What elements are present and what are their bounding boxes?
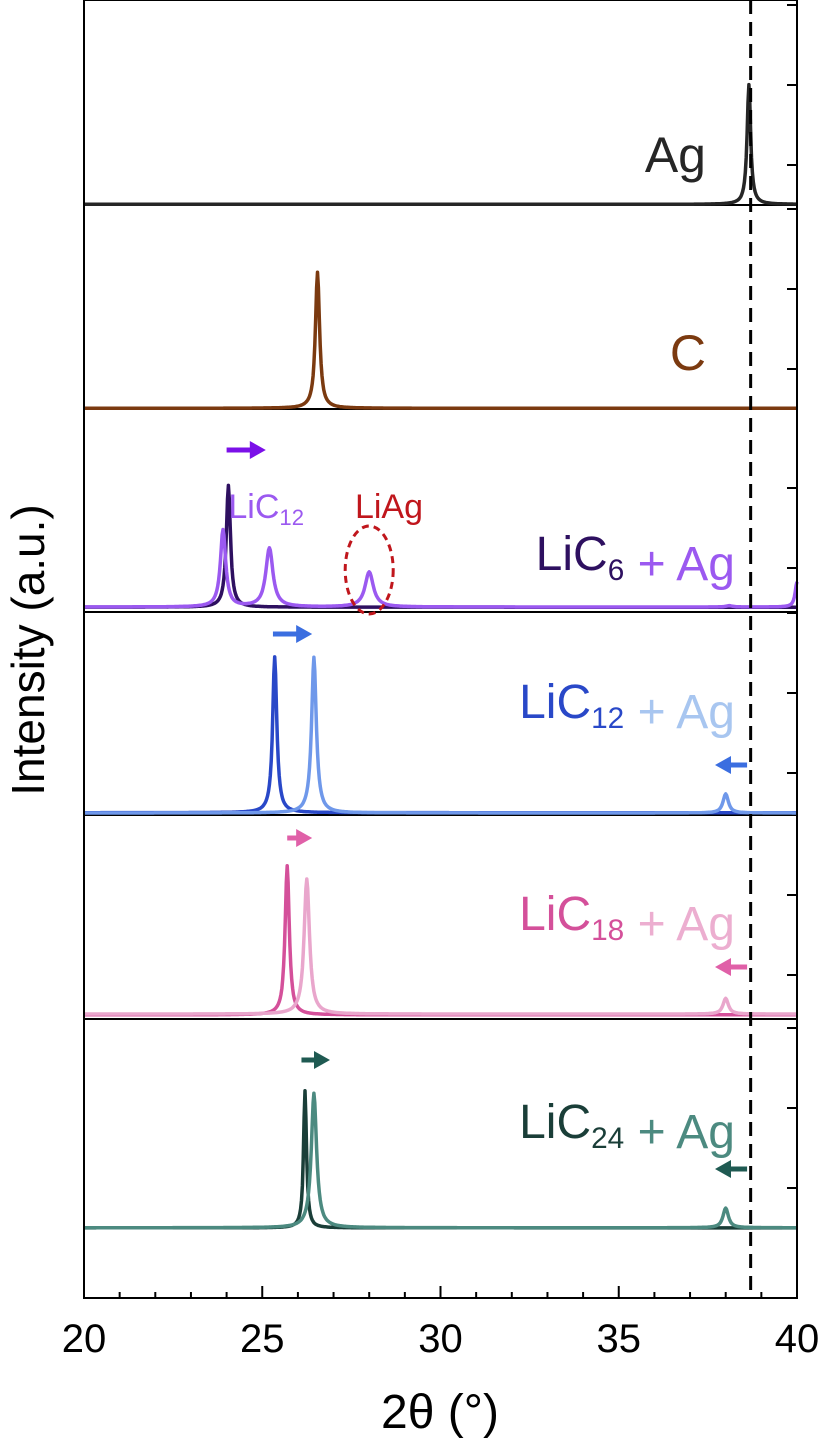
panel-label-subscript: 24 <box>591 1122 624 1155</box>
x-tick-label: 30 <box>418 1317 463 1361</box>
annotation-lic: LiC12 <box>228 488 304 530</box>
panel-label-lic12: LiC12 + Ag <box>519 676 735 739</box>
panel-label-part: LiC <box>536 528 608 581</box>
annotation-liag: LiAg <box>355 488 423 526</box>
panel-label-lic6: LiC6 + Ag <box>536 528 735 591</box>
x-tick-label: 40 <box>775 1317 820 1361</box>
shift-arrow-right-head <box>313 1051 330 1069</box>
x-tick-label: 20 <box>62 1317 107 1361</box>
series-lic12-1 <box>83 655 798 815</box>
panel-lic12: LiC12 + Ag <box>83 625 798 815</box>
panel-label-part: + Ag <box>624 898 735 951</box>
x-tick-label: 25 <box>240 1317 285 1361</box>
panel-label-part: LiC <box>519 1096 591 1149</box>
panel-label-part: + Ag <box>624 1106 735 1159</box>
panel-label-lic18: LiC18 + Ag <box>519 888 735 951</box>
annotation-subscript: 12 <box>279 505 304 530</box>
shift-arrow-right-head <box>296 829 313 847</box>
panel-label-part: + Ag <box>624 538 735 591</box>
panel-label-part: + Ag <box>624 686 735 739</box>
series-ag-0 <box>83 82 798 207</box>
panel-label-part: LiC <box>519 888 591 941</box>
panel-label-subscript: 6 <box>608 554 625 587</box>
annotation-text: LiAg <box>355 488 423 526</box>
panel-c: C <box>83 270 798 410</box>
liag-highlight-ellipse <box>343 524 395 616</box>
series-lic6-1 <box>83 527 799 609</box>
panel-label-ag: Ag <box>645 127 706 183</box>
series-lic24-1 <box>83 1091 798 1230</box>
panel-label-c: C <box>670 325 706 381</box>
series-c-0 <box>83 270 798 410</box>
plot-frame <box>83 0 798 1299</box>
panel-lic24: LiC24 + Ag <box>83 1051 798 1230</box>
panel-label-part: LiC <box>519 676 591 729</box>
panel-label-part: Ag <box>645 127 706 183</box>
series-lic18-1 <box>83 877 798 1016</box>
panel-label-part: C <box>670 325 706 381</box>
x-ticks: 20 25 30 35 40 <box>62 1286 820 1361</box>
panel-lic18: LiC18 + Ag <box>83 829 798 1017</box>
shift-arrow-left-head <box>715 756 732 774</box>
shift-arrow-right-head <box>249 441 266 459</box>
shift-arrow-left-head <box>715 1160 732 1178</box>
shift-arrow-left-head <box>715 958 732 976</box>
shift-arrow-right-head <box>296 625 313 643</box>
x-tick-label: 35 <box>597 1317 642 1361</box>
panel-label-subscript: 18 <box>591 914 624 947</box>
annotation-text: LiC <box>228 488 279 526</box>
panel-ag: Ag <box>83 82 798 207</box>
y-axis-title: Intensity (a.u.) <box>2 504 54 795</box>
panel-label-subscript: 12 <box>591 702 624 735</box>
x-axis-title: 2θ (°) <box>381 1386 499 1439</box>
panel-label-lic24: LiC24 + Ag <box>519 1096 735 1159</box>
